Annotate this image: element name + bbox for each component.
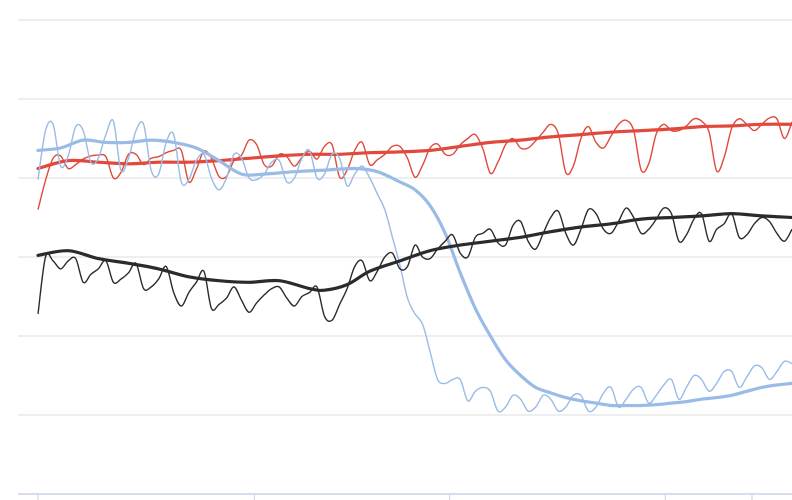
blue-series-raw-line [37, 119, 792, 413]
black-series-trend-line [36, 212, 792, 293]
black-series-raw-line [37, 207, 792, 322]
blue-series-trend-line [36, 138, 792, 408]
gridlines [18, 19, 792, 495]
x-axis-ticks [37, 494, 753, 500]
series-lines [36, 116, 792, 413]
